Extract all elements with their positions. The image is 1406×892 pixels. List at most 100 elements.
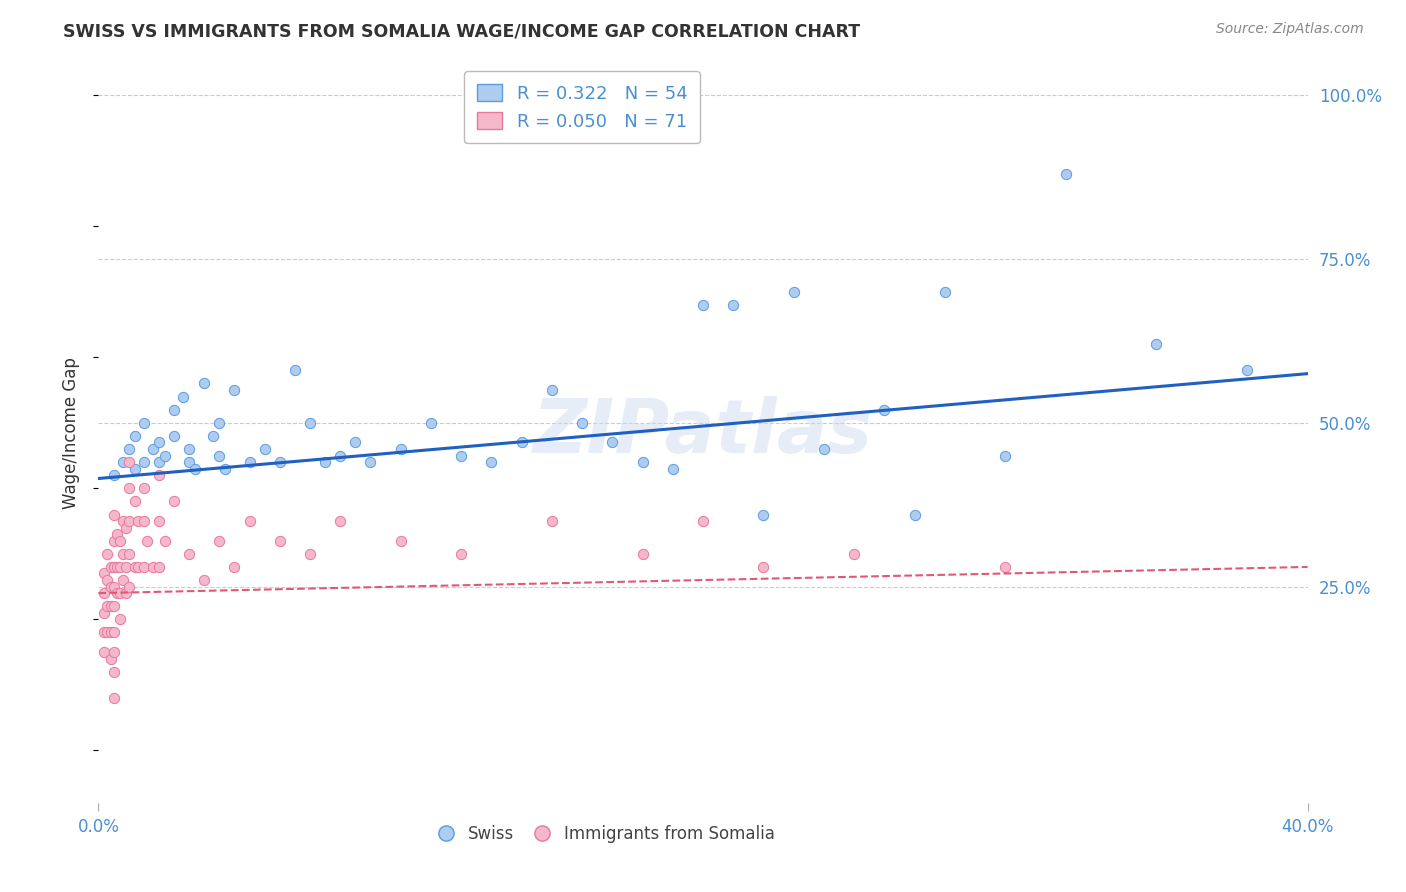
Point [105, 560, 128, 574]
Legend: Swiss, Immigrants from Somalia: Swiss, Immigrants from Somalia [432, 819, 782, 850]
Point [208, 533, 231, 548]
Point [193, 376, 215, 391]
Point [184, 461, 207, 475]
Point [96, 547, 118, 561]
Point [93, 566, 115, 581]
Point [299, 547, 322, 561]
Point [93, 586, 115, 600]
Point [208, 449, 231, 463]
Point [692, 298, 714, 312]
Point [723, 298, 745, 312]
Point [124, 560, 146, 574]
Text: SWISS VS IMMIGRANTS FROM SOMALIA WAGE/INCOME GAP CORRELATION CHART: SWISS VS IMMIGRANTS FROM SOMALIA WAGE/IN… [63, 22, 860, 40]
Point [105, 527, 128, 541]
Point [111, 455, 134, 469]
Point [571, 416, 593, 430]
Point [329, 514, 352, 528]
Point [631, 455, 654, 469]
Point [450, 547, 472, 561]
Point [118, 580, 141, 594]
Text: ZIPatlas: ZIPatlas [533, 396, 873, 469]
Point [127, 514, 149, 528]
Point [103, 690, 125, 705]
Point [224, 560, 246, 574]
Point [239, 514, 262, 528]
Point [108, 612, 131, 626]
Point [269, 455, 291, 469]
Point [420, 416, 443, 430]
Point [132, 560, 155, 574]
Point [1144, 337, 1167, 351]
Point [108, 560, 131, 574]
Point [208, 416, 231, 430]
Point [661, 461, 683, 475]
Point [389, 442, 412, 456]
Point [148, 560, 170, 574]
Point [299, 416, 322, 430]
Point [450, 449, 472, 463]
Point [96, 573, 118, 587]
Point [118, 514, 141, 528]
Point [103, 560, 125, 574]
Text: Source: ZipAtlas.com: Source: ZipAtlas.com [1216, 22, 1364, 37]
Point [103, 533, 125, 548]
Point [510, 435, 533, 450]
Point [103, 625, 125, 640]
Point [103, 508, 125, 522]
Point [844, 547, 866, 561]
Point [114, 586, 136, 600]
Point [142, 560, 165, 574]
Point [314, 455, 336, 469]
Point [124, 494, 146, 508]
Point [239, 455, 262, 469]
Point [602, 435, 624, 450]
Point [111, 547, 134, 561]
Point [132, 514, 155, 528]
Point [214, 461, 236, 475]
Point [752, 560, 775, 574]
Point [172, 390, 194, 404]
Point [142, 442, 165, 456]
Point [100, 599, 122, 614]
Point [111, 573, 134, 587]
Point [148, 468, 170, 483]
Point [269, 533, 291, 548]
Point [360, 455, 382, 469]
Point [103, 580, 125, 594]
Point [114, 560, 136, 574]
Point [631, 547, 654, 561]
Point [692, 514, 714, 528]
Point [111, 514, 134, 528]
Point [752, 508, 775, 522]
Point [114, 521, 136, 535]
Point [124, 429, 146, 443]
Point [96, 625, 118, 640]
Point [103, 645, 125, 659]
Point [1054, 167, 1077, 181]
Point [118, 547, 141, 561]
Point [202, 429, 225, 443]
Point [179, 455, 201, 469]
Point [284, 363, 307, 377]
Point [93, 625, 115, 640]
Point [389, 533, 412, 548]
Point [103, 599, 125, 614]
Point [105, 586, 128, 600]
Point [224, 383, 246, 397]
Point [103, 468, 125, 483]
Point [118, 442, 141, 456]
Point [132, 416, 155, 430]
Y-axis label: Wage/Income Gap: Wage/Income Gap [62, 357, 80, 508]
Point [127, 560, 149, 574]
Point [100, 625, 122, 640]
Point [148, 514, 170, 528]
Point [783, 285, 806, 299]
Point [163, 494, 186, 508]
Point [1236, 363, 1258, 377]
Point [118, 481, 141, 495]
Point [100, 580, 122, 594]
Point [540, 383, 562, 397]
Point [118, 455, 141, 469]
Point [329, 449, 352, 463]
Point [100, 560, 122, 574]
